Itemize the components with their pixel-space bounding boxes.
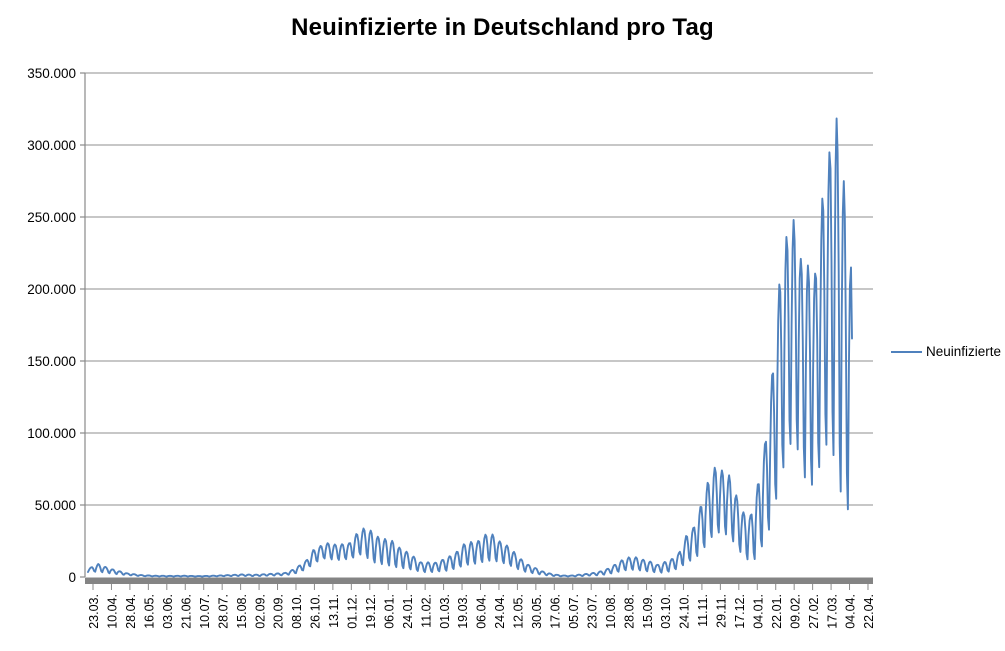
- x-tick-label: 19.03.: [456, 594, 470, 629]
- x-tick-label: 05.07.: [567, 594, 581, 629]
- x-tick-label: 22.01.: [770, 594, 784, 629]
- x-tick-label: 04.04.: [844, 594, 858, 629]
- y-tick-label: 350.000: [27, 66, 76, 81]
- y-tick-label: 150.000: [27, 354, 76, 369]
- x-tick-label: 06.01.: [382, 594, 396, 629]
- x-tick-label: 16.05.: [143, 594, 157, 629]
- y-tick-label: 250.000: [27, 210, 76, 225]
- x-tick-label: 06.04.: [475, 594, 489, 629]
- x-tick-label: 17.03.: [825, 594, 839, 629]
- x-tick-label: 24.04.: [493, 594, 507, 629]
- y-tick-label: 100.000: [27, 426, 76, 441]
- legend-label: Neuinfizierte: [926, 344, 1002, 359]
- legend-line-swatch: [891, 350, 922, 353]
- legend: Neuinfizierte: [891, 344, 1001, 359]
- x-tick-label: 11.02.: [419, 594, 433, 628]
- x-tick-label: 15.09.: [641, 594, 655, 629]
- x-tick-label: 17.12.: [733, 594, 747, 629]
- x-axis-band: [85, 577, 873, 584]
- x-tick-label: 03.10.: [659, 594, 673, 629]
- x-tick-label: 24.01.: [401, 594, 415, 629]
- x-tick-label: 28.04.: [124, 594, 138, 629]
- x-tick-label: 27.02.: [807, 594, 821, 629]
- x-tick-label: 03.06.: [161, 594, 175, 629]
- x-tick-label: 04.01.: [751, 594, 765, 629]
- x-tick-label: 28.08.: [622, 594, 636, 629]
- x-tick-label: 10.04.: [106, 594, 120, 629]
- x-tick-label: 08.10.: [290, 594, 304, 629]
- x-tick-label: 26.10.: [309, 594, 323, 629]
- x-tick-label: 28.07.: [216, 594, 230, 629]
- x-tick-label: 24.10.: [678, 594, 692, 629]
- x-tick-label: 30.05.: [530, 594, 544, 629]
- x-tick-label: 09.02.: [788, 594, 802, 629]
- y-tick-label: 0: [68, 570, 76, 585]
- x-tick-label: 11.11.: [696, 594, 710, 627]
- x-tick-label: 13.11.: [327, 594, 341, 628]
- x-tick-label: 01.12.: [346, 594, 360, 629]
- x-tick-label: 23.07.: [585, 594, 599, 629]
- x-tick-label: 29.11.: [715, 594, 729, 628]
- x-tick-label: 02.09.: [253, 594, 267, 629]
- x-tick-label: 22.04.: [862, 594, 876, 629]
- x-tick-label: 01.03.: [438, 594, 452, 629]
- x-tick-label: 20.09.: [272, 594, 286, 629]
- x-tick-label: 12.05.: [512, 594, 526, 629]
- x-tick-label: 10.07.: [198, 594, 212, 629]
- series-line-neuinfizierte: [87, 117, 853, 578]
- y-tick-label: 50.000: [35, 498, 76, 513]
- x-tick-label: 23.03.: [87, 594, 101, 629]
- x-tick-label: 21.06.: [179, 594, 193, 629]
- x-tick-label: 19.12.: [364, 594, 378, 629]
- chart-title: Neuinfizierte in Deutschland pro Tag: [291, 14, 714, 41]
- y-tick-label: 300.000: [27, 138, 76, 153]
- x-tick-label: 17.06.: [549, 594, 563, 629]
- y-tick-label: 200.000: [27, 282, 76, 297]
- x-tick-label: 10.08.: [604, 594, 618, 629]
- x-tick-label: 15.08.: [235, 594, 249, 629]
